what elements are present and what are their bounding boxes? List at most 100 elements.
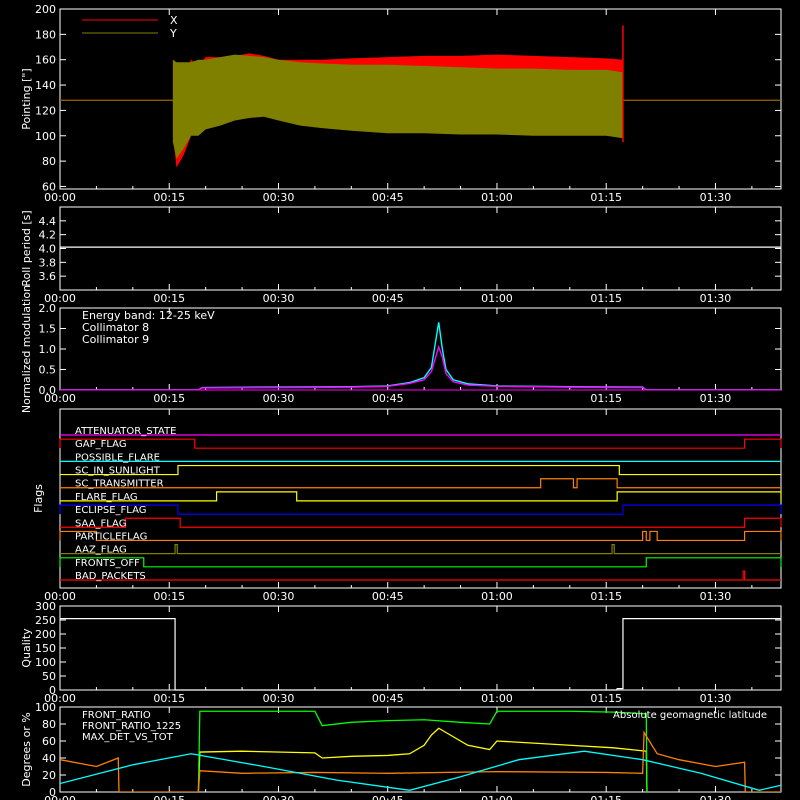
y-tick-label: 200 bbox=[35, 628, 56, 641]
flag-trace-eclipse_flag bbox=[59, 504, 782, 515]
x-tick-label: 00:00 bbox=[44, 392, 76, 405]
flag-trace-fronts_off bbox=[59, 557, 782, 568]
y-tick-label: 140 bbox=[35, 79, 56, 92]
x-tick-label: 01:15 bbox=[590, 692, 622, 705]
y-tick-label: 60 bbox=[42, 735, 56, 748]
y-tick-label: 40 bbox=[42, 752, 56, 765]
y-tick-label: 20 bbox=[42, 769, 56, 782]
flag-label-eclipse_flag: ECLIPSE_FLAG bbox=[75, 505, 146, 516]
y-tick-label: 1.5 bbox=[39, 323, 57, 336]
panel-0-frame bbox=[59, 8, 782, 190]
y-tick-label: 2.0 bbox=[39, 302, 57, 315]
y-tick-label: 0 bbox=[49, 684, 56, 697]
x-tick-label: 01:15 bbox=[590, 191, 622, 204]
flag-trace-flare_flag bbox=[60, 491, 782, 502]
flag-trace-bad_packets bbox=[60, 570, 781, 581]
panel-1-frame bbox=[59, 206, 782, 291]
energy-band-label: Energy band: 12-25 keV bbox=[82, 309, 215, 322]
y-tick-label: 1.0 bbox=[39, 343, 57, 356]
flag-label-particleflag: PARTICLEFLAG bbox=[75, 531, 147, 542]
flag-label-attenuator_state: ATTENUATOR_STATE bbox=[75, 426, 176, 437]
x-tick-label: 01:00 bbox=[481, 292, 513, 305]
x-tick-label: 01:00 bbox=[481, 191, 513, 204]
flag-label-bad_packets: BAD_PACKETS bbox=[75, 571, 146, 582]
y-tick-label: 60 bbox=[42, 180, 56, 193]
y-tick-label: 80 bbox=[42, 155, 56, 168]
y-axis-label: Quality bbox=[20, 628, 33, 668]
y-tick-label: 3.6 bbox=[39, 270, 57, 283]
x-tick-label: 00:00 bbox=[44, 794, 76, 800]
x-tick-label: 00:45 bbox=[372, 794, 404, 800]
x-tick-label: 00:15 bbox=[153, 590, 185, 603]
y-tick-label: 200 bbox=[35, 3, 56, 16]
flag-label-flare_flag: FLARE_FLAG bbox=[75, 492, 138, 503]
x-tick-label: 00:00 bbox=[44, 590, 76, 603]
y-axis-label: Normalized modulation bbox=[20, 285, 33, 413]
y-tick-label: 0.0 bbox=[39, 384, 57, 397]
y-tick-label: 100 bbox=[35, 701, 56, 714]
x-tick-label: 01:30 bbox=[700, 590, 732, 603]
series-collimator-9 bbox=[60, 344, 781, 390]
y-tick-label: 250 bbox=[35, 614, 56, 627]
series-absolute-geomagnetic-latitude bbox=[60, 750, 781, 791]
flag-trace-sc_in_sunlight bbox=[60, 464, 781, 476]
flag-label-sc_transmitter: SC_TRANSMITTER bbox=[75, 479, 164, 490]
flag-trace-sc_transmitter bbox=[60, 478, 781, 489]
x-tick-label: 00:30 bbox=[263, 590, 295, 603]
y-tick-label: 100 bbox=[35, 130, 56, 143]
y-tick-label: 50 bbox=[42, 670, 56, 683]
y-tick-label: 100 bbox=[35, 656, 56, 669]
x-tick-label: 00:30 bbox=[263, 292, 295, 305]
x-tick-label: 01:00 bbox=[481, 392, 513, 405]
x-tick-label: 00:15 bbox=[153, 794, 185, 800]
y-tick-label: 4.0 bbox=[39, 243, 57, 256]
y-tick-label: 160 bbox=[35, 54, 56, 67]
x-tick-label: 01:15 bbox=[590, 392, 622, 405]
x-tick-label: 00:15 bbox=[153, 191, 185, 204]
legend-front_ratio: FRONT_RATIO bbox=[82, 710, 151, 721]
x-tick-label: 01:30 bbox=[700, 191, 732, 204]
series-max_det_vs_tot bbox=[60, 730, 781, 792]
x-tick-label: 00:30 bbox=[263, 794, 295, 800]
x-tick-label: 01:00 bbox=[481, 692, 513, 705]
legend-collimator-9: Collimator 9 bbox=[82, 333, 149, 346]
legend-max_det_vs_tot: MAX_DET_VS_TOT bbox=[82, 732, 174, 743]
series-y-envelope bbox=[172, 54, 623, 159]
flag-label-saa_flag: SAA_FLAG bbox=[75, 518, 126, 529]
y-tick-label: 4.4 bbox=[39, 215, 57, 228]
x-tick-label: 01:15 bbox=[590, 794, 622, 800]
x-tick-label: 01:30 bbox=[700, 292, 732, 305]
y-tick-label: 300 bbox=[35, 600, 56, 613]
x-tick-label: 01:30 bbox=[700, 692, 732, 705]
x-tick-label: 00:30 bbox=[263, 392, 295, 405]
y-axis-label: Flags bbox=[32, 484, 45, 513]
flag-trace-saa_flag bbox=[60, 517, 782, 528]
x-tick-label: 00:45 bbox=[372, 392, 404, 405]
x-tick-label: 00:45 bbox=[372, 692, 404, 705]
x-tick-label: 00:45 bbox=[372, 590, 404, 603]
legend-front_ratio_1225: FRONT_RATIO_1225 bbox=[82, 721, 181, 732]
y-tick-label: 3.8 bbox=[39, 256, 57, 269]
x-tick-label: 01:00 bbox=[481, 590, 513, 603]
panel-5-frame bbox=[59, 706, 782, 793]
legend-collimator-8: Collimator 8 bbox=[82, 321, 149, 334]
series-front_ratio bbox=[197, 727, 648, 792]
flag-trace-gap_flag bbox=[59, 438, 782, 449]
flag-label-gap_flag: GAP_FLAG bbox=[75, 439, 127, 450]
flag-label-possible_flare: POSSIBLE_FLARE bbox=[75, 452, 160, 463]
x-tick-label: 01:15 bbox=[590, 590, 622, 603]
x-tick-label: 01:30 bbox=[700, 392, 732, 405]
series-front_ratio_1225 bbox=[197, 710, 648, 792]
x-tick-label: 00:00 bbox=[44, 292, 76, 305]
x-tick-label: 00:00 bbox=[44, 692, 76, 705]
y-tick-label: 120 bbox=[35, 104, 56, 117]
legend-label-y: Y bbox=[169, 27, 177, 40]
y-tick-label: 180 bbox=[35, 28, 56, 41]
x-tick-label: 00:30 bbox=[263, 191, 295, 204]
x-tick-label: 01:00 bbox=[481, 794, 513, 800]
y-tick-label: 0 bbox=[49, 786, 56, 799]
flag-trace-particleflag bbox=[59, 530, 782, 542]
y-tick-label: 0.5 bbox=[39, 364, 57, 377]
x-tick-label: 00:30 bbox=[263, 692, 295, 705]
x-tick-label: 00:45 bbox=[372, 191, 404, 204]
